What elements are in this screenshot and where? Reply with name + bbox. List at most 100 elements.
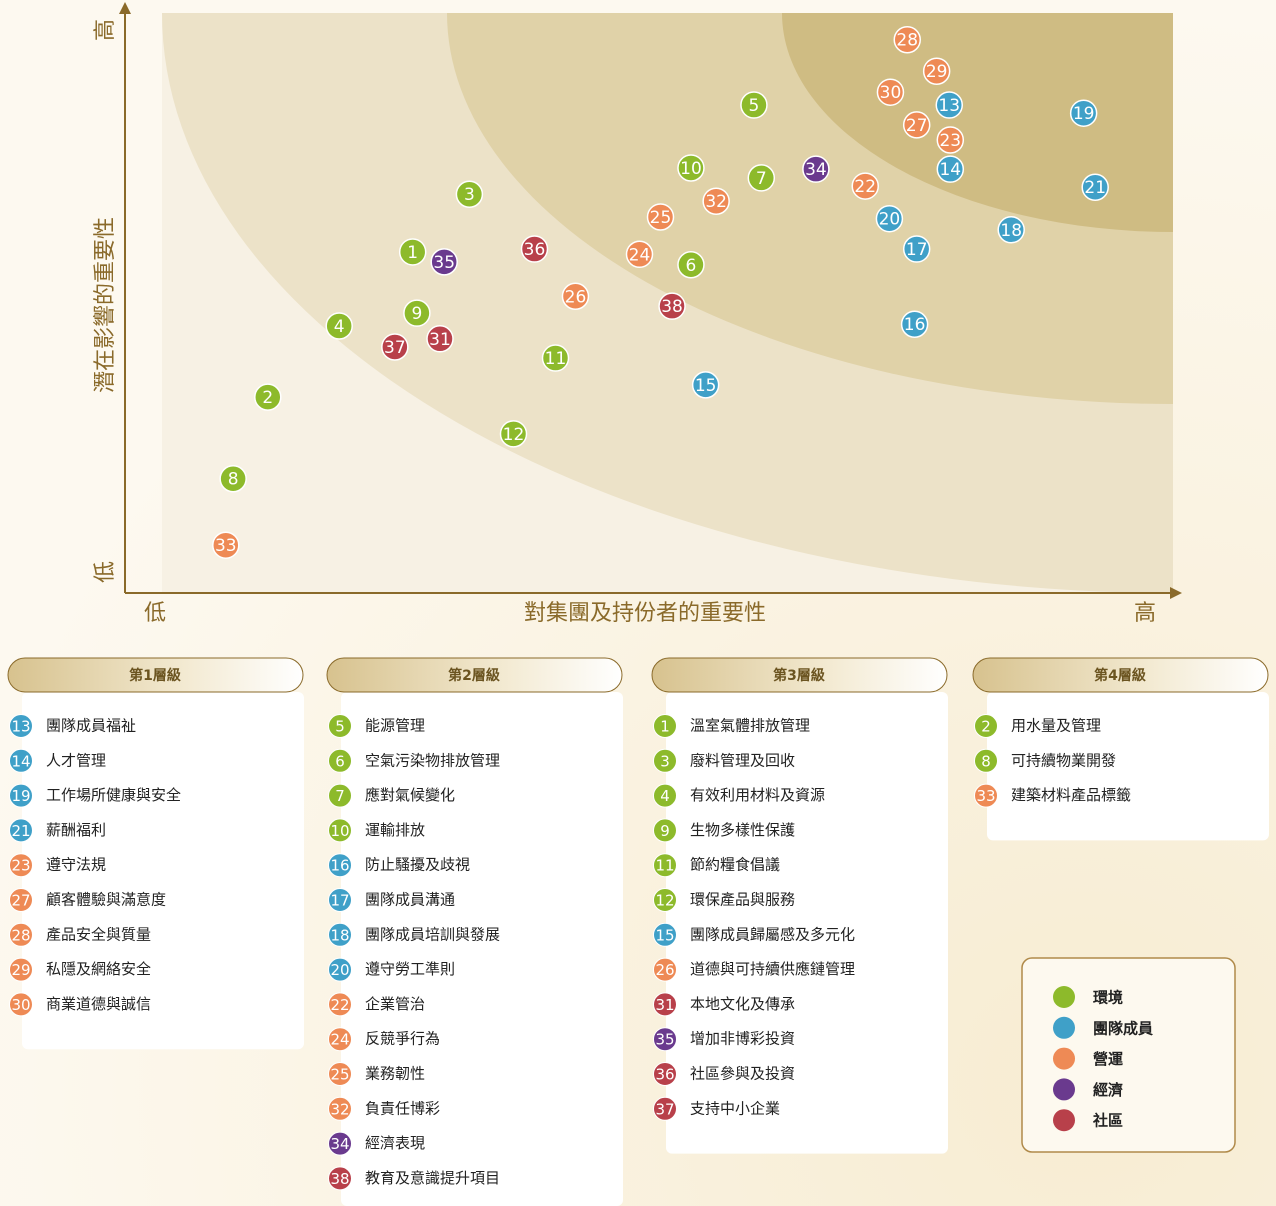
point-label: 24 bbox=[629, 245, 651, 265]
item-badge bbox=[653, 1027, 677, 1052]
item-id: 28 bbox=[11, 926, 30, 944]
tier-title: 第2層級 bbox=[448, 667, 500, 684]
item-badge bbox=[328, 992, 352, 1017]
item-text: 商業道德與誠信 bbox=[46, 995, 151, 1013]
point bbox=[499, 420, 528, 448]
item-badge bbox=[328, 1166, 352, 1191]
legend-label: 團隊成員 bbox=[1093, 1019, 1153, 1037]
point bbox=[936, 155, 965, 183]
point bbox=[900, 310, 929, 338]
point bbox=[325, 312, 353, 340]
item-id: 35 bbox=[655, 1031, 674, 1049]
point bbox=[430, 248, 458, 276]
item-id: 23 bbox=[11, 857, 30, 875]
item-text: 遵守勞工準則 bbox=[365, 960, 455, 978]
item-id: 25 bbox=[330, 1066, 349, 1084]
item-badge bbox=[328, 714, 352, 738]
item-id: 38 bbox=[330, 1170, 349, 1188]
point-label: 29 bbox=[926, 62, 948, 82]
legend-box bbox=[1021, 957, 1236, 1153]
item-id: 21 bbox=[11, 822, 30, 840]
item-badge bbox=[328, 748, 352, 773]
point-label: 17 bbox=[906, 240, 928, 260]
item-id: 6 bbox=[335, 752, 345, 770]
point bbox=[1069, 99, 1098, 127]
item-badge bbox=[328, 1027, 352, 1052]
y-arrow bbox=[119, 2, 131, 14]
legend-swatch bbox=[1053, 1016, 1075, 1039]
point-label: 6 bbox=[686, 256, 697, 276]
tier-title: 第3層級 bbox=[773, 667, 825, 684]
item-text: 負責任博彩 bbox=[365, 1099, 440, 1117]
point-label: 22 bbox=[854, 177, 876, 197]
item-text: 團隊成員福祉 bbox=[46, 717, 136, 735]
tier-title: 第4層級 bbox=[1094, 667, 1146, 684]
item-text: 工作場所健康與安全 bbox=[46, 786, 181, 804]
item-badge bbox=[9, 853, 33, 878]
point-label: 13 bbox=[938, 96, 960, 116]
item-text: 遵守法規 bbox=[46, 856, 106, 874]
point bbox=[541, 344, 570, 372]
point-label: 37 bbox=[384, 338, 406, 358]
item-id: 15 bbox=[655, 926, 674, 944]
point bbox=[658, 292, 686, 320]
point-label: 20 bbox=[879, 210, 901, 230]
item-id: 5 bbox=[335, 718, 345, 736]
point-label: 33 bbox=[215, 536, 237, 556]
item-badge bbox=[9, 714, 33, 738]
point-label: 5 bbox=[749, 96, 760, 116]
point bbox=[691, 371, 720, 399]
item-badge bbox=[328, 888, 352, 912]
point-label: 1 bbox=[407, 243, 418, 263]
point bbox=[740, 91, 768, 119]
item-badge bbox=[653, 714, 677, 738]
point bbox=[875, 204, 904, 233]
item-text: 社區參與及投資 bbox=[690, 1065, 795, 1083]
point bbox=[902, 235, 931, 263]
point bbox=[455, 180, 484, 208]
point bbox=[1081, 173, 1109, 201]
item-badge bbox=[328, 783, 352, 808]
point-label: 10 bbox=[680, 159, 702, 179]
item-id: 9 bbox=[660, 822, 670, 840]
item-id: 12 bbox=[655, 892, 674, 910]
item-text: 運輸排放 bbox=[365, 821, 425, 839]
point bbox=[922, 57, 951, 85]
item-id: 14 bbox=[11, 752, 30, 770]
point-label: 23 bbox=[939, 131, 961, 151]
point-label: 19 bbox=[1073, 104, 1095, 124]
item-text: 增加非博彩投資 bbox=[690, 1030, 795, 1048]
zone-4 bbox=[782, 13, 1173, 232]
legend-label: 營運 bbox=[1093, 1050, 1124, 1068]
point bbox=[936, 126, 965, 154]
point-label: 7 bbox=[756, 169, 767, 189]
item-badge bbox=[9, 783, 33, 808]
point-label: 26 bbox=[565, 287, 587, 307]
point bbox=[802, 155, 830, 183]
item-text: 人才管理 bbox=[46, 751, 106, 769]
point-label: 35 bbox=[433, 253, 455, 273]
x-tick-label: 高 bbox=[1134, 601, 1156, 626]
item-text: 顧客體驗與滿意度 bbox=[46, 891, 166, 909]
item-badge bbox=[653, 1062, 677, 1086]
item-text: 可持續物業開發 bbox=[1011, 751, 1116, 769]
point bbox=[646, 203, 675, 231]
item-badge bbox=[653, 922, 677, 947]
legend-label: 社區 bbox=[1092, 1112, 1123, 1130]
item-id: 7 bbox=[335, 787, 345, 805]
item-text: 環保產品與服務 bbox=[690, 891, 795, 909]
y-tick-label: 高 bbox=[93, 19, 118, 41]
item-text: 生物多樣性保護 bbox=[690, 821, 795, 839]
tier-card bbox=[987, 692, 1269, 841]
legend-label: 經濟 bbox=[1093, 1081, 1123, 1099]
item-text: 空氣污染物排放管理 bbox=[365, 751, 500, 769]
item-id: 30 bbox=[11, 996, 30, 1014]
item-badge bbox=[653, 992, 677, 1017]
item-id: 24 bbox=[330, 1031, 349, 1049]
point-label: 25 bbox=[650, 208, 672, 228]
point bbox=[254, 383, 282, 411]
item-text: 反競爭行為 bbox=[365, 1030, 440, 1048]
point-label: 9 bbox=[411, 304, 422, 324]
item-badge bbox=[9, 957, 33, 982]
